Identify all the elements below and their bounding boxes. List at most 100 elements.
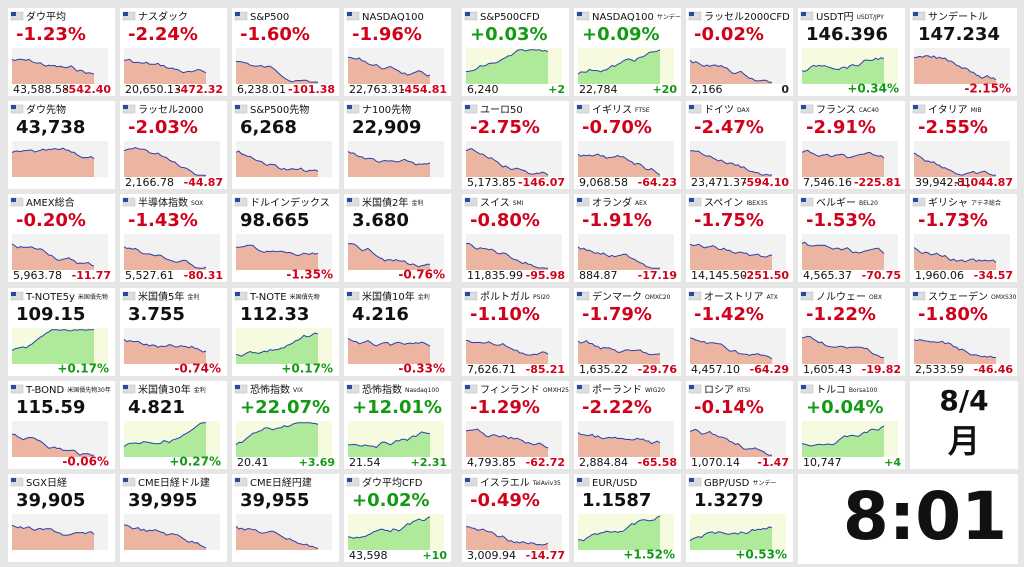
name: 恐怖指数 xyxy=(362,383,402,396)
price: 1,960.06 xyxy=(915,269,964,282)
main-value: -1.60% xyxy=(240,24,310,45)
chart-area xyxy=(124,524,206,550)
name: ドイツ xyxy=(704,105,734,116)
chart-line xyxy=(801,241,885,254)
change: -594.10 xyxy=(742,176,789,189)
change: -11.77 xyxy=(72,269,111,282)
chart-area xyxy=(236,151,318,177)
sub: 米国債先物30年 xyxy=(67,386,111,394)
price: 884.87 xyxy=(579,269,618,282)
price: 43,598 xyxy=(349,549,388,562)
tile-name: イタリア MIB xyxy=(928,104,982,116)
sub: 金利 xyxy=(411,199,423,207)
chart-area xyxy=(690,150,772,177)
chart-area xyxy=(466,428,548,457)
main-value: +0.09% xyxy=(582,24,660,45)
name: ポーランド xyxy=(592,384,642,396)
change: -80.31 xyxy=(184,269,223,282)
flag-stripe xyxy=(123,292,128,296)
name: S&P500先物 xyxy=(250,103,309,116)
chart-line xyxy=(347,337,431,347)
chart-line xyxy=(347,56,431,77)
chart-area xyxy=(12,525,94,550)
flag-stripe xyxy=(689,478,694,482)
chart-line xyxy=(689,337,773,360)
main-value: 98.665 xyxy=(240,210,309,231)
change: -17.19 xyxy=(638,269,677,282)
name: イギリス xyxy=(592,104,632,116)
price: 7,626.71 xyxy=(467,363,516,376)
price: 20,650.13 xyxy=(125,83,181,96)
tile-name: トルコ Borsa100 xyxy=(816,385,878,396)
sub: AEX xyxy=(635,200,647,207)
chart-line xyxy=(577,515,661,542)
flag-stripe xyxy=(913,198,918,202)
change: +2 xyxy=(548,83,565,96)
tile-name: S&P500CFD xyxy=(480,12,540,23)
main-value: -1.79% xyxy=(582,304,652,325)
chart-line xyxy=(11,329,94,352)
chart-line xyxy=(123,146,206,176)
chart-area xyxy=(914,247,996,270)
name: ナスダック xyxy=(138,10,188,23)
name: AMEX総合 xyxy=(26,196,75,209)
chart-area xyxy=(12,434,94,457)
change: 0 xyxy=(781,83,789,96)
flag-stripe xyxy=(347,478,352,482)
price: 22,763.31 xyxy=(349,83,405,96)
main-value: 39,905 xyxy=(16,490,85,511)
tile-name: 米国債2年 金利 xyxy=(362,196,423,209)
chart-area xyxy=(578,246,660,270)
price: 21.54 xyxy=(349,456,381,469)
flag-stripe xyxy=(801,198,806,202)
tile-name: 米国債30年 金利 xyxy=(138,383,206,396)
chart-area xyxy=(124,339,206,364)
chart-line xyxy=(913,152,996,176)
tile-name: ラッセル2000 xyxy=(138,104,203,116)
main-value: -1.22% xyxy=(806,304,876,325)
flag-stripe xyxy=(913,292,918,296)
sub: ATX xyxy=(767,294,778,301)
main-value: -1.96% xyxy=(352,24,422,45)
sub: サンデー xyxy=(657,13,681,21)
main-value: -0.49% xyxy=(470,490,540,511)
tile-name: ポルトガル PSI20 xyxy=(480,291,550,303)
chart-area xyxy=(124,59,206,84)
main-value: 4.216 xyxy=(352,304,409,325)
chart-area xyxy=(802,242,884,270)
change-pct: -2.15% xyxy=(964,82,1011,96)
price: 9,068.58 xyxy=(579,176,628,189)
main-value: 6,268 xyxy=(240,117,297,138)
chart-area xyxy=(236,245,318,270)
tile-name: S&P500先物 xyxy=(250,103,309,116)
main-value: -2.03% xyxy=(128,117,198,138)
flag-stripe xyxy=(689,292,694,296)
tile-name: デンマーク OMXC20 xyxy=(592,290,671,303)
change-pct: -1.35% xyxy=(286,268,333,282)
name: イスラエル xyxy=(480,477,530,489)
chart-line xyxy=(123,246,207,269)
chart-line xyxy=(689,243,773,258)
sub: OMXC20 xyxy=(645,294,671,301)
name: USDT円 xyxy=(816,12,853,23)
tile-name: オランダ AEX xyxy=(592,196,647,209)
change: -19.82 xyxy=(862,363,901,376)
date-box xyxy=(910,381,1018,469)
flag-stripe xyxy=(465,385,470,389)
main-value: 3.755 xyxy=(128,304,185,325)
tile-name: USDT円 USDT/JPY xyxy=(816,12,884,23)
tile-name: 恐怖指数 Nasdaq100 xyxy=(362,383,439,396)
name: スペイン xyxy=(704,198,743,209)
chart-line xyxy=(11,524,95,536)
tile-name: フィンランド OMXH25 xyxy=(480,384,569,396)
chart-line xyxy=(689,428,772,456)
name: トルコ xyxy=(816,385,846,396)
tile-name: ロシア RTSI xyxy=(704,385,750,396)
name: S&P500 xyxy=(250,12,289,23)
chart-line xyxy=(801,57,885,72)
chart-area xyxy=(12,59,94,84)
tile-name: ドイツ DAX xyxy=(704,105,750,116)
name: CME日経ドル建 xyxy=(138,476,210,489)
main-value: -2.91% xyxy=(806,117,876,138)
price: 4,793.85 xyxy=(467,456,516,469)
